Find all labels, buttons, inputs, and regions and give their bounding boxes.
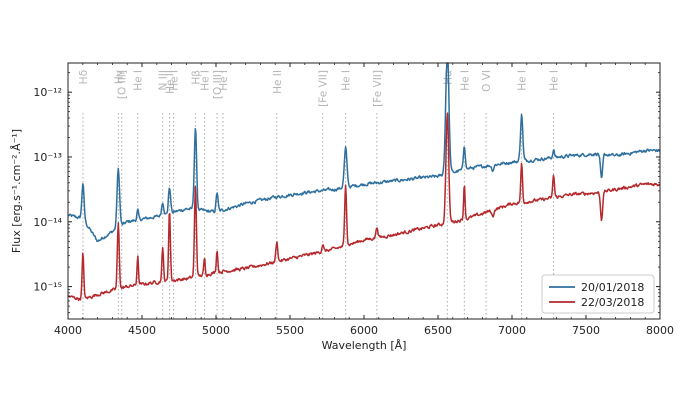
legend-label-series-2: 22/03/2018: [581, 296, 644, 309]
line-label-19: He I: [549, 70, 561, 91]
legend: 20/01/2018 22/03/2018: [541, 274, 655, 314]
y-tick-label-1: 10⁻¹⁴: [33, 216, 62, 229]
legend-label-series-1: 20/01/2018: [581, 281, 644, 294]
x-tick-label-4: 6000: [350, 324, 378, 337]
x-tick-label-3: 5500: [276, 324, 304, 337]
line-label-6: He I: [169, 70, 181, 91]
line-label-5: He II: [165, 70, 177, 94]
x-axis-ticks: 4000 4500 5000 5500 6000 6500 7000 7500 8000: [54, 63, 674, 337]
line-label-3: He I: [133, 70, 145, 91]
y-tick-label-2: 10⁻¹³: [33, 151, 62, 164]
x-tick-label-0: 4000: [54, 324, 82, 337]
line-label-1: Hγ: [113, 70, 125, 84]
line-label-9: [O III]: [212, 70, 224, 99]
y-axis-ticks: 10⁻¹⁵ 10⁻¹⁴ 10⁻¹³ 10⁻¹²: [33, 72, 660, 313]
line-label-2: [O III]: [117, 70, 129, 99]
line-label-13: He I: [341, 70, 353, 91]
line-label-17: O VI: [481, 70, 493, 92]
series-line-2: [67, 112, 661, 302]
line-label-7: Hβ: [190, 70, 202, 85]
y-axis-label: Flux [erg.s⁻¹.cm⁻².Å⁻¹]: [10, 129, 23, 253]
line-label-11: He II: [272, 70, 284, 94]
y-tick-label-0: 10⁻¹⁵: [33, 281, 62, 294]
x-tick-label-1: 4500: [128, 324, 156, 337]
line-label-16: He I: [459, 70, 471, 91]
line-label-0: Hδ: [78, 70, 90, 84]
line-label-12: [Fe VII]: [318, 70, 330, 107]
x-tick-label-7: 7500: [572, 324, 600, 337]
line-label-4: N III: [158, 70, 170, 90]
spectrum-series: [67, 62, 661, 302]
line-label-18: He I: [517, 70, 529, 91]
line-label-10: He I: [218, 70, 230, 91]
x-tick-label-5: 6500: [424, 324, 452, 337]
series-line-1: [67, 62, 661, 243]
legend-box: [541, 274, 655, 314]
x-tick-label-8: 8000: [646, 324, 674, 337]
y-tick-label-3: 10⁻¹²: [33, 86, 62, 99]
line-label-14: [Fe VII]: [372, 70, 384, 107]
x-tick-label-2: 5000: [202, 324, 230, 337]
line-label-8: He I: [199, 70, 211, 91]
x-axis-label: Wavelength [Å]: [322, 339, 407, 352]
x-tick-label-6: 7000: [498, 324, 526, 337]
